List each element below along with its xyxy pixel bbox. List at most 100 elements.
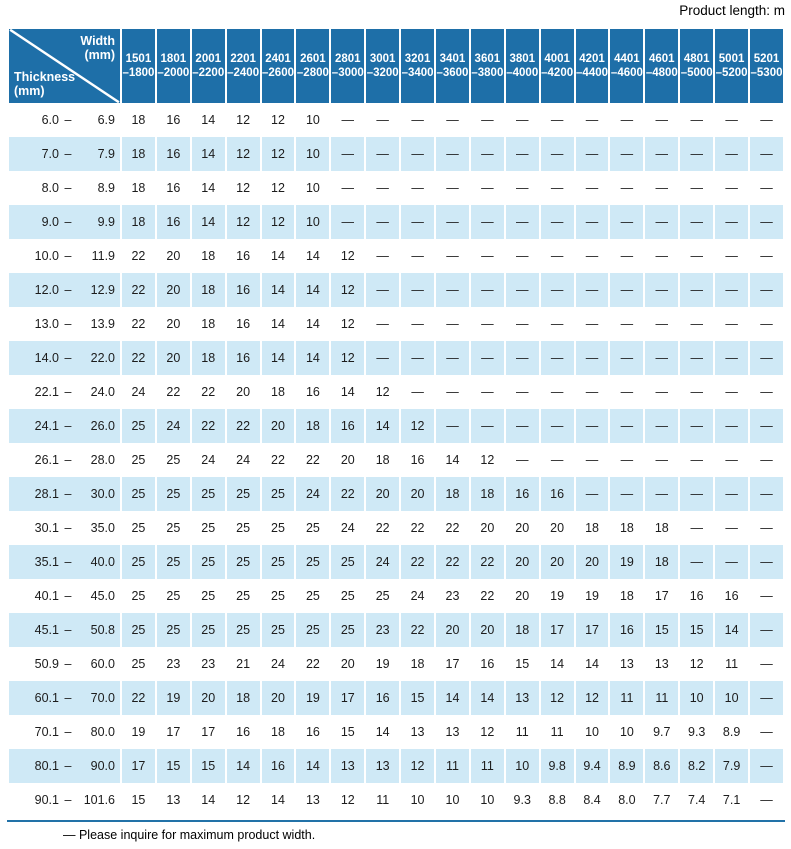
length-value-cell: 25 [131, 555, 146, 569]
length-value-cell: 17 [654, 589, 669, 603]
length-value-cell: — [760, 589, 773, 603]
length-value-cell: — [725, 215, 738, 229]
length-value-cell: 8.6 [653, 759, 671, 773]
length-value-cell: 11 [620, 691, 634, 705]
length-value-cell: — [620, 419, 634, 433]
length-value-cell: — [760, 249, 773, 263]
length-value-cell: 20 [515, 589, 530, 603]
length-value-cell: 19 [619, 555, 634, 569]
length-value-cell: — [515, 317, 529, 331]
length-value-cell: 16 [166, 147, 181, 161]
length-value-cell: 10 [305, 215, 320, 229]
width-range-header: 3201 –3400 [401, 29, 435, 103]
length-value-cell: — [515, 419, 529, 433]
length-value-cell: 25 [305, 589, 320, 603]
length-value-cell: — [481, 113, 494, 127]
length-value-cell: — [725, 317, 738, 331]
length-value-cell: 18 [305, 419, 320, 433]
length-value-cell: 20 [375, 487, 390, 501]
thickness-range-label: 26.1–28.0 [34, 453, 115, 467]
length-value-cell: 8.9 [618, 759, 636, 773]
length-value-cell: 12 [271, 181, 285, 195]
table-row: 45.1–50.8 25 25 25 25 25 25 25 23 22 20 20 18 17 17 16 1… [9, 613, 783, 647]
length-value-cell: 16 [236, 283, 251, 297]
length-value-cell: 10 [305, 147, 320, 161]
length-value-cell: 16 [236, 351, 251, 365]
length-value-cell: 8.9 [722, 725, 741, 739]
length-value-cell: 16 [236, 725, 251, 739]
length-value-cell: 10 [445, 793, 460, 807]
length-value-cell: 20 [340, 657, 355, 671]
thickness-range-label: 22.1–24.0 [34, 385, 115, 399]
length-value-cell: — [620, 113, 634, 127]
length-value-cell: 24 [236, 453, 251, 467]
length-value-cell: — [655, 351, 669, 365]
length-value-cell: — [585, 419, 599, 433]
length-value-cell: 24 [375, 555, 390, 569]
thickness-range-label: 14.0–22.0 [34, 351, 115, 365]
length-value-cell: — [515, 181, 529, 195]
thickness-range-label: 8.0–8.9 [41, 181, 115, 195]
length-value-cell: — [760, 691, 773, 705]
length-value-cell: 22 [131, 283, 146, 297]
length-value-cell: 9.3 [513, 793, 531, 807]
length-value-cell: — [446, 181, 459, 195]
length-value-cell: 15 [201, 759, 216, 773]
length-value-cell: 14 [271, 317, 285, 331]
table-row: 35.1–40.0 25 25 25 25 25 25 25 24 22 22 22 20 20 20 19 1… [9, 545, 783, 579]
length-value-cell: 25 [236, 487, 251, 501]
length-value-cell: 15 [654, 623, 669, 637]
length-value-cell: 18 [271, 725, 285, 739]
length-value-cell: 23 [166, 657, 181, 671]
length-value-cell: — [760, 317, 773, 331]
length-value-cell: 10 [515, 759, 530, 773]
table-row: 13.0–13.9 22 20 18 16 14 14 12 — — — — — — — — — — — — [9, 307, 783, 341]
length-value-cell: — [411, 147, 424, 161]
width-axis-label-line2: (mm) [84, 48, 115, 62]
length-value-cell: 16 [236, 317, 251, 331]
length-value-cell: — [760, 147, 773, 161]
length-value-cell: 25 [340, 555, 355, 569]
length-value-cell: — [725, 555, 738, 569]
length-value-cell: — [550, 113, 564, 127]
length-value-cell: — [760, 793, 773, 807]
length-value-cell: 22 [131, 249, 146, 263]
length-value-cell: 10 [585, 725, 599, 739]
length-value-cell: 17 [445, 657, 460, 671]
length-value-cell: 12 [340, 283, 355, 297]
length-value-cell: — [655, 317, 669, 331]
length-value-cell: 14 [271, 249, 285, 263]
length-value-cell: — [725, 181, 738, 195]
length-value-cell: — [411, 385, 424, 399]
length-value-cell: 11 [725, 657, 739, 671]
length-value-cell: 25 [131, 487, 146, 501]
length-value-cell: 12 [271, 147, 285, 161]
length-value-cell: 20 [550, 555, 565, 569]
length-value-cell: — [760, 453, 773, 467]
length-value-cell: 14 [550, 657, 565, 671]
length-value-cell: — [585, 351, 599, 365]
max-product-length-table: Width (mm) Thickness (mm) 1501 –1800 1801–… [7, 29, 785, 817]
length-value-cell: 25 [236, 589, 251, 603]
length-value-cell: 18 [619, 589, 634, 603]
length-value-cell: 18 [201, 249, 216, 263]
length-value-cell: 12 [340, 249, 355, 263]
length-value-cell: — [760, 419, 773, 433]
length-value-cell: 20 [166, 283, 181, 297]
length-value-cell: 18 [201, 351, 216, 365]
length-value-cell: — [515, 283, 529, 297]
length-value-cell: 14 [305, 317, 320, 331]
length-value-cell: 18 [480, 487, 495, 501]
length-value-cell: 25 [201, 623, 216, 637]
length-value-cell: — [725, 521, 738, 535]
length-value-cell: 19 [131, 725, 146, 739]
length-value-cell: — [760, 181, 773, 195]
length-value-cell: 18 [585, 521, 599, 535]
length-value-cell: 20 [410, 487, 425, 501]
width-range-header: 2001 –2200 [191, 29, 225, 103]
length-value-cell: 12 [585, 691, 599, 705]
thickness-range-label: 13.0–13.9 [34, 317, 115, 331]
table-row: 70.1–80.0 19 17 17 16 18 16 15 14 13 13 12 11 11 10 10 9… [9, 715, 783, 749]
length-value-cell: 18 [410, 657, 425, 671]
length-value-cell: 25 [236, 521, 251, 535]
